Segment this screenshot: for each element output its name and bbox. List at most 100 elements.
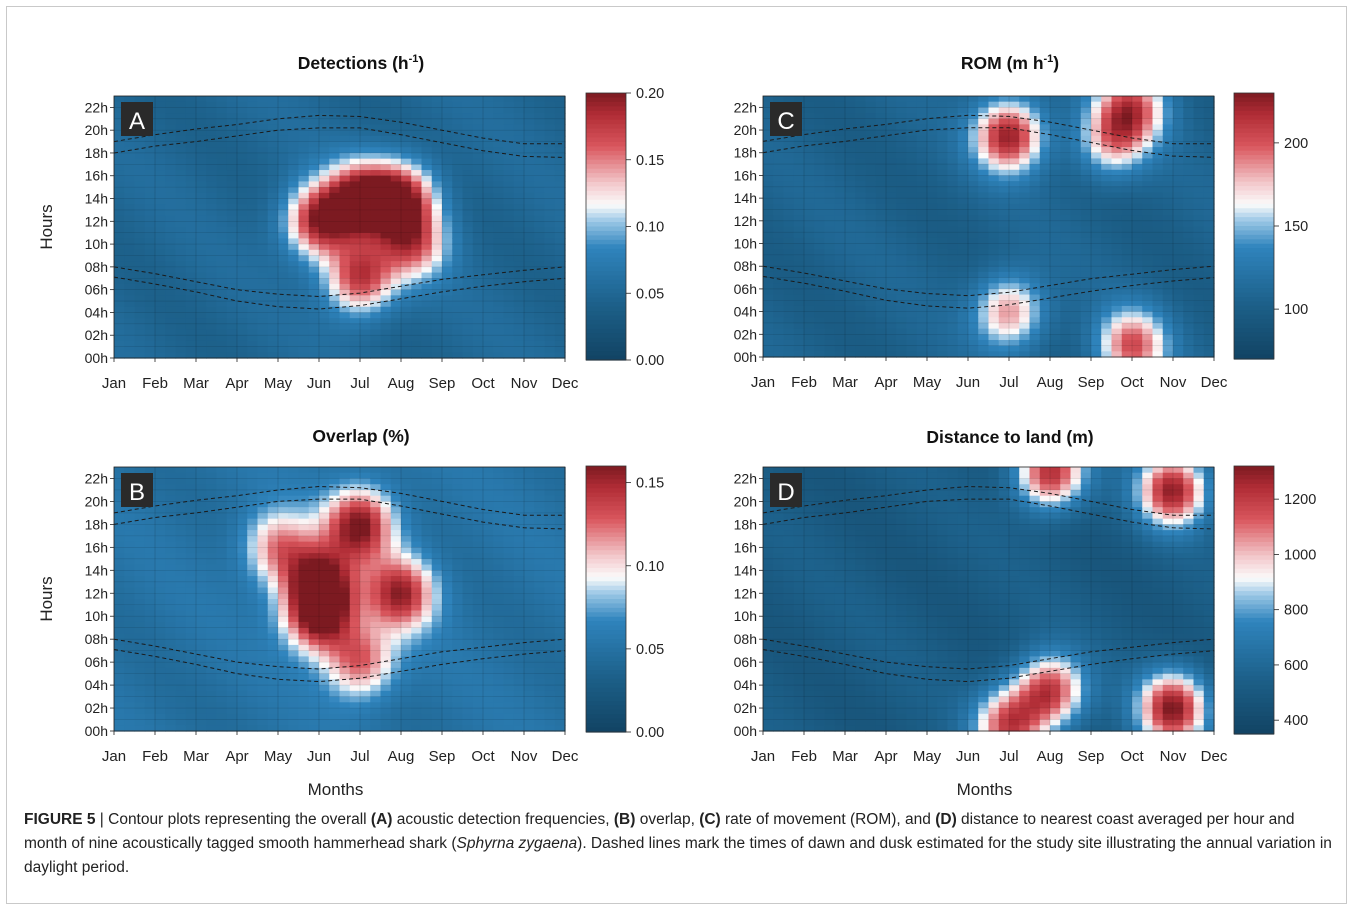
heatmap-cell xyxy=(175,255,187,262)
heatmap-cell xyxy=(544,192,556,200)
colorbar-step xyxy=(586,342,626,348)
heatmap-cell xyxy=(360,232,371,239)
heatmap-cell xyxy=(513,96,525,103)
heatmap-cell xyxy=(298,130,310,137)
heatmap-cell xyxy=(875,226,887,233)
heatmap-cell xyxy=(165,101,177,108)
heatmap-cell xyxy=(875,271,887,279)
y-tick-label: 12h xyxy=(85,585,108,601)
heatmap-cell xyxy=(206,627,218,635)
heatmap-cell xyxy=(247,587,259,594)
heatmap-cell xyxy=(401,352,412,359)
heatmap-cell xyxy=(226,124,238,131)
heatmap-cell xyxy=(144,564,156,571)
heatmap-cell xyxy=(524,232,535,239)
heatmap-cell xyxy=(483,610,494,617)
heatmap-cell xyxy=(226,627,238,635)
heatmap-cell xyxy=(845,322,856,330)
heatmap-cell xyxy=(196,558,207,566)
heatmap-cell xyxy=(339,535,351,543)
heatmap-cell xyxy=(524,238,535,245)
heatmap-cell xyxy=(896,124,908,131)
heatmap-cell xyxy=(360,352,371,359)
heatmap-cell xyxy=(206,215,218,222)
heatmap-cell xyxy=(329,581,341,589)
heatmap-cell xyxy=(773,266,785,273)
heatmap-cell xyxy=(442,713,453,721)
heatmap-cell xyxy=(503,221,515,228)
heatmap-cell xyxy=(544,541,556,548)
heatmap-cell xyxy=(554,570,566,577)
heatmap-cell xyxy=(421,518,433,525)
heatmap-cell xyxy=(421,318,433,325)
heatmap-cell xyxy=(319,690,330,698)
heatmap-cell xyxy=(257,599,269,606)
heatmap-cell xyxy=(144,524,156,531)
heatmap-cell xyxy=(421,295,433,302)
heatmap-cell xyxy=(804,311,815,318)
heatmap-cell xyxy=(114,352,125,359)
heatmap-cell xyxy=(513,261,525,268)
heatmap-cell xyxy=(257,227,269,234)
heatmap-cell xyxy=(124,289,136,296)
heatmap-cell xyxy=(319,158,330,165)
heatmap-cell xyxy=(339,255,351,262)
heatmap-cell xyxy=(247,187,259,194)
heatmap-cell xyxy=(257,113,269,120)
heatmap-cell xyxy=(390,323,402,331)
heatmap-cell xyxy=(329,255,341,262)
heatmap-cell xyxy=(503,604,515,612)
heatmap-cell xyxy=(370,101,382,108)
heatmap-cell xyxy=(431,227,443,234)
colorbar-step xyxy=(586,155,626,161)
heatmap-cell xyxy=(257,118,269,126)
heatmap-cell xyxy=(329,725,341,732)
heatmap-cell xyxy=(124,547,136,554)
heatmap-cell xyxy=(411,107,423,114)
heatmap-cell xyxy=(834,334,846,341)
heatmap-cell xyxy=(442,685,453,692)
heatmap-cell xyxy=(411,346,423,353)
heatmap-cell xyxy=(298,147,310,154)
heatmap-cell xyxy=(360,306,371,314)
heatmap-cell xyxy=(524,599,535,606)
heatmap-cell xyxy=(411,662,423,669)
heatmap-cell xyxy=(554,96,566,103)
colorbar-step xyxy=(586,190,626,196)
heatmap-cell xyxy=(267,346,279,353)
heatmap-cell xyxy=(380,604,392,612)
heatmap-cell xyxy=(452,323,464,331)
heatmap-cell xyxy=(349,266,361,274)
heatmap-cell xyxy=(401,175,412,183)
heatmap-cell xyxy=(278,656,289,663)
heatmap-cell xyxy=(298,667,310,675)
heatmap-cell xyxy=(360,662,371,669)
heatmap-cell xyxy=(339,107,351,114)
heatmap-cell xyxy=(196,272,207,279)
heatmap-cell xyxy=(431,627,443,635)
colorbar-step xyxy=(586,514,626,520)
heatmap-cell xyxy=(493,713,505,721)
heatmap-cell xyxy=(380,478,392,485)
heatmap-cell xyxy=(401,244,412,251)
heatmap-cell xyxy=(278,489,289,497)
heatmap-cell xyxy=(462,484,474,491)
heatmap-cell xyxy=(185,335,197,342)
heatmap-cell xyxy=(855,345,867,352)
heatmap-cell xyxy=(206,255,218,262)
heatmap-cell xyxy=(288,547,300,554)
heatmap-cell xyxy=(793,322,805,330)
heatmap-cell xyxy=(390,118,402,126)
heatmap-cell xyxy=(114,673,125,680)
colorbar-step xyxy=(586,603,626,609)
heatmap-cell xyxy=(339,209,351,217)
heatmap-cell xyxy=(349,255,361,262)
heatmap-cell xyxy=(411,633,423,640)
heatmap-cell xyxy=(493,192,505,200)
heatmap-cell xyxy=(298,512,310,520)
heatmap-cell xyxy=(247,621,259,629)
heatmap-cell xyxy=(380,181,392,188)
heatmap-cell xyxy=(319,301,330,308)
heatmap-cell xyxy=(544,187,556,194)
heatmap-cell xyxy=(124,604,136,612)
